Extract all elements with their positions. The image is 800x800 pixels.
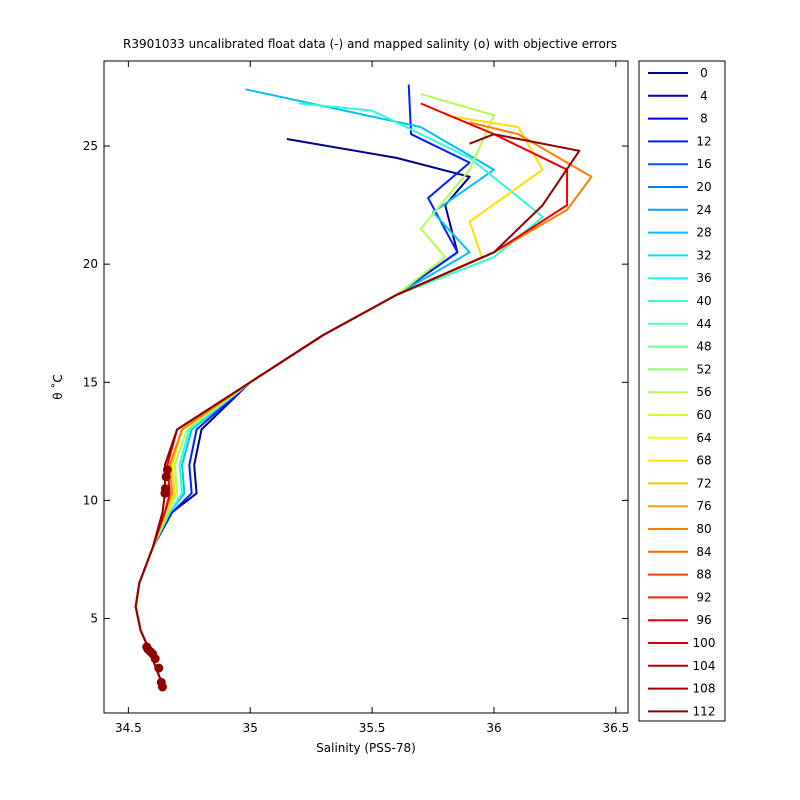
legend-label-0: 0 (700, 66, 708, 80)
y-axis-label: θ ˚C (50, 374, 65, 400)
x-tick-label: 35.5 (359, 721, 386, 735)
legend-label-92: 92 (696, 590, 711, 604)
mapped-salinity-point (154, 663, 164, 673)
x-tick-label: 35 (243, 721, 258, 735)
legend-label-104: 104 (693, 659, 716, 673)
mapped-salinity-point (162, 465, 172, 475)
x-tick-label: 34.5 (115, 721, 142, 735)
legend-label-108: 108 (693, 682, 716, 696)
chart-title: R3901033 uncalibrated float data (-) and… (123, 37, 617, 51)
plot-frame (103, 60, 629, 714)
series-line-112 (134, 133, 581, 686)
legend: 0481216202428323640444852566064687276808… (638, 60, 726, 722)
y-tick-label: 25 (83, 139, 98, 153)
legend-label-36: 36 (696, 271, 711, 285)
legend-label-72: 72 (696, 476, 711, 490)
y-tick-label: 10 (83, 493, 98, 507)
legend-label-12: 12 (696, 134, 711, 148)
legend-items: 0481216202428323640444852566064687276808… (648, 66, 715, 718)
legend-label-60: 60 (696, 408, 711, 422)
legend-label-16: 16 (696, 157, 711, 171)
legend-label-84: 84 (696, 545, 711, 559)
mapped-salinity-point (142, 642, 152, 652)
legend-frame (638, 60, 726, 722)
x-axis-ticks: 34.5 35 35.5 36 36.5 (115, 61, 629, 735)
legend-label-76: 76 (696, 499, 711, 513)
plot-area: 34.5 35 35.5 36 36.5 5 10 15 20 25 (83, 60, 629, 735)
mapped-salinity-point (160, 484, 170, 494)
legend-label-112: 112 (693, 704, 716, 718)
legend-label-4: 4 (700, 89, 708, 103)
series-layer (134, 84, 593, 686)
legend-label-8: 8 (700, 112, 708, 126)
legend-label-56: 56 (696, 385, 711, 399)
legend-label-80: 80 (696, 522, 711, 536)
legend-label-64: 64 (696, 431, 711, 445)
legend-label-68: 68 (696, 454, 711, 468)
x-tick-label: 36 (486, 721, 501, 735)
legend-label-40: 40 (696, 294, 711, 308)
y-tick-label: 5 (90, 612, 98, 626)
legend-label-96: 96 (696, 613, 711, 627)
legend-label-28: 28 (696, 226, 711, 240)
legend-label-20: 20 (696, 180, 711, 194)
y-axis-ticks: 5 10 15 20 25 (83, 139, 628, 626)
legend-label-44: 44 (696, 317, 711, 331)
legend-label-88: 88 (696, 568, 711, 582)
legend-label-32: 32 (696, 248, 711, 262)
y-tick-label: 20 (83, 257, 98, 271)
legend-label-100: 100 (693, 636, 716, 650)
x-tick-label: 36.5 (602, 721, 629, 735)
y-tick-label: 15 (83, 375, 98, 389)
x-axis-label: Salinity (PSS-78) (316, 741, 416, 755)
legend-label-48: 48 (696, 340, 711, 354)
legend-label-24: 24 (696, 203, 711, 217)
legend-label-52: 52 (696, 362, 711, 376)
mapped-salinity-point (156, 677, 166, 687)
mapped-points-layer (142, 465, 172, 692)
